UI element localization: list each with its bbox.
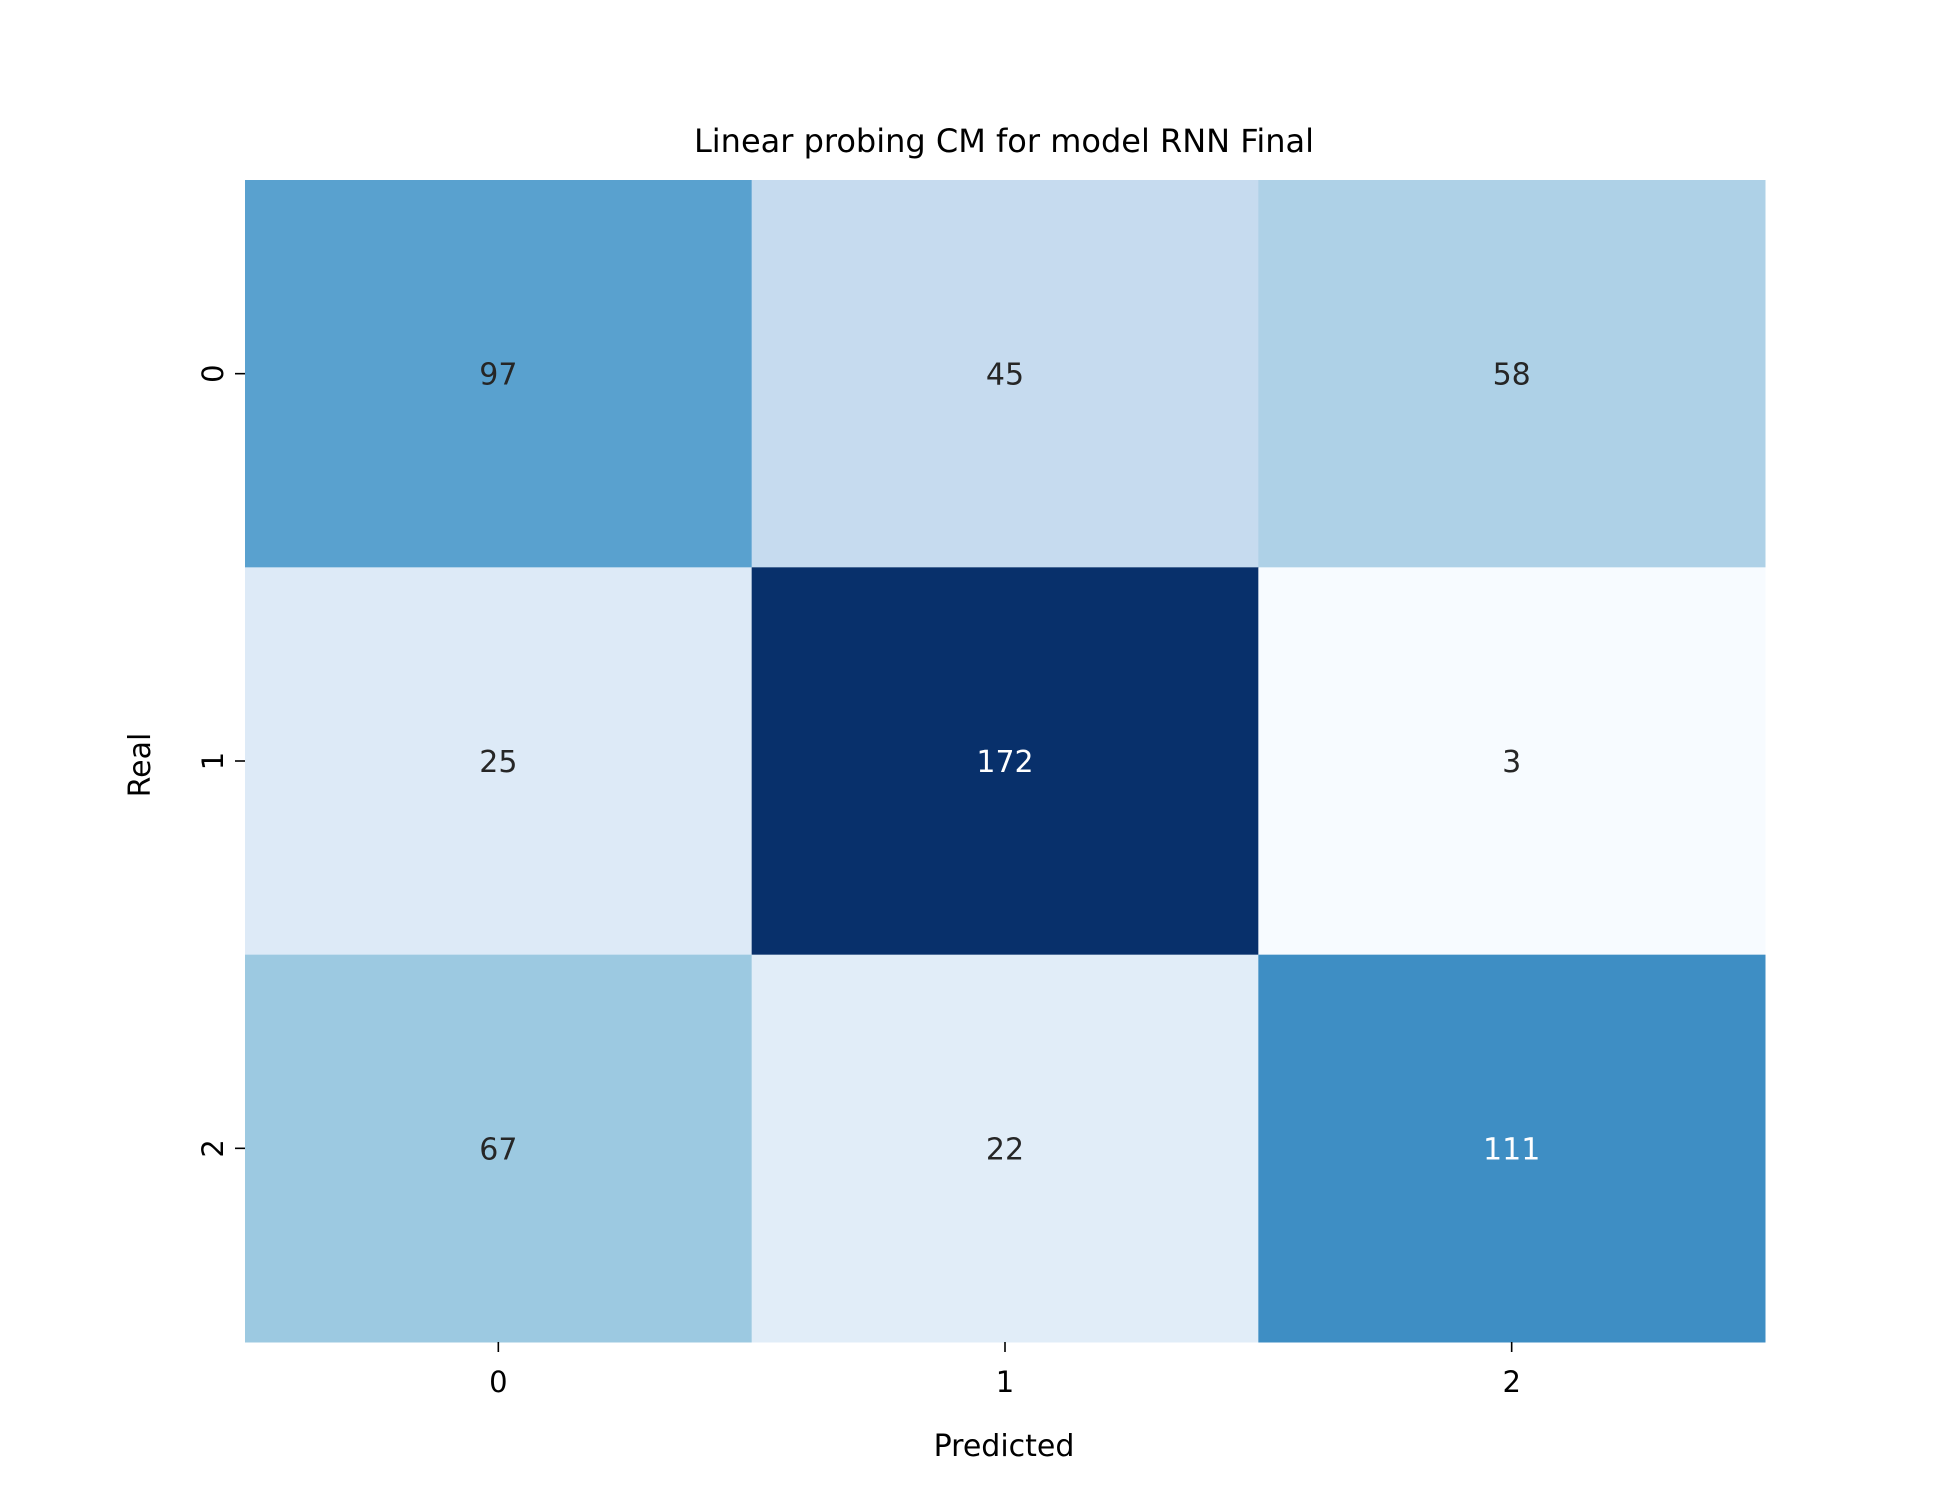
cell-value-label: 172: [976, 745, 1033, 780]
heatmap-cell-r0-c2: [1258, 180, 1766, 568]
heatmap-cell-r2-c0: [245, 954, 753, 1343]
cell-value-label: 67: [479, 1132, 517, 1167]
heatmap-cell-r0-c1: [751, 180, 1259, 568]
axis-ticks: 0 1 2 0 1 2: [196, 364, 1521, 1399]
cell-value-label: 111: [1483, 1132, 1540, 1167]
x-tick-label: 0: [489, 1365, 507, 1399]
y-tick-label: 1: [196, 752, 230, 770]
heatmap-cell-r2-c1: [751, 954, 1259, 1343]
y-tick-label: 0: [196, 364, 230, 382]
x-axis-label: Predicted: [934, 1429, 1075, 1464]
cell-value-label: 97: [479, 358, 517, 393]
heatmap-cell-r1-c1: [751, 567, 1259, 956]
chart-title: Linear probing CM for model RNN Final: [694, 122, 1314, 160]
cell-value-label: 22: [986, 1132, 1024, 1167]
heatmap-cell-r1-c2: [1258, 567, 1766, 956]
cell-value-label: 45: [986, 358, 1024, 393]
heatmap-cell-r2-c2: [1258, 954, 1766, 1343]
cell-value-label: 58: [1493, 358, 1531, 393]
heatmap-cells: 97 45 58 25 172 3 67 22 111: [245, 180, 1766, 1343]
x-tick-label: 1: [996, 1365, 1014, 1399]
x-tick-label: 2: [1502, 1365, 1520, 1399]
heatmap-cell-r1-c0: [245, 567, 753, 956]
y-axis-label: Real: [123, 733, 158, 798]
y-tick-label: 2: [196, 1139, 230, 1157]
cell-value-label: 3: [1502, 745, 1521, 780]
heatmap-cell-r0-c0: [245, 180, 753, 568]
cell-value-label: 25: [479, 745, 517, 780]
